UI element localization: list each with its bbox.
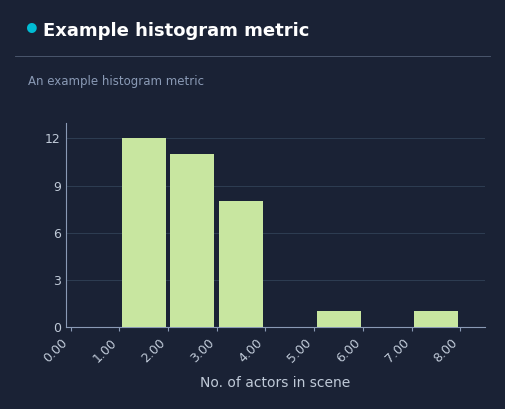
X-axis label: No. of actors in scene: No. of actors in scene (200, 376, 350, 390)
Bar (171, 154, 214, 327)
Bar (317, 312, 361, 327)
Bar (219, 201, 263, 327)
Text: An example histogram metric: An example histogram metric (28, 75, 204, 88)
Bar (122, 138, 166, 327)
Text: Example histogram metric: Example histogram metric (43, 22, 309, 40)
Bar (414, 312, 458, 327)
Text: •: • (23, 17, 40, 45)
